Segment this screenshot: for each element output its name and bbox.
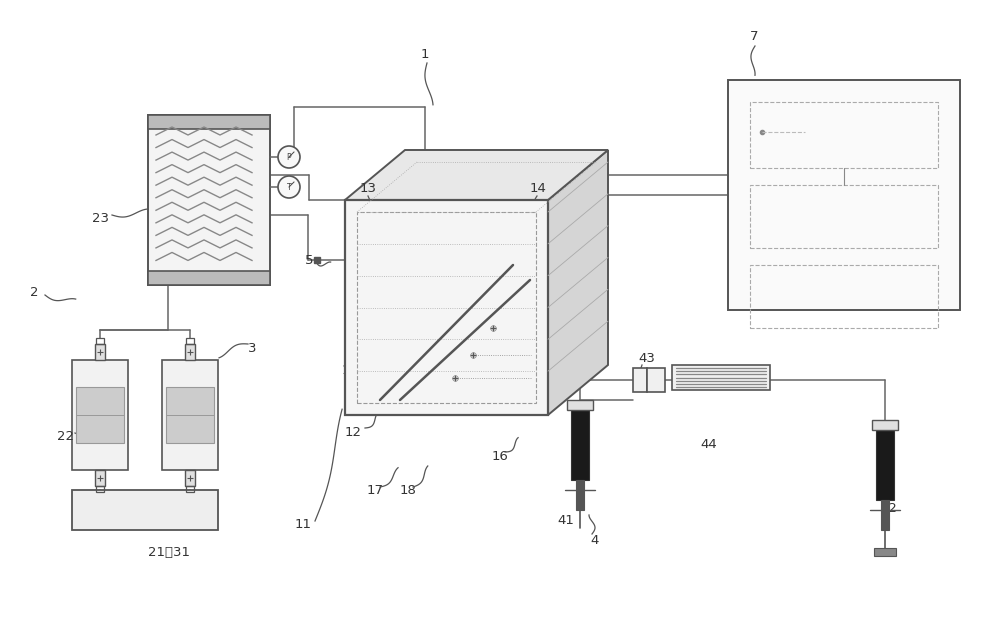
Bar — [876, 430, 894, 500]
Bar — [76, 387, 124, 443]
Text: T: T — [287, 183, 291, 191]
Text: 15: 15 — [342, 363, 359, 376]
Bar — [185, 344, 195, 360]
Text: 16: 16 — [492, 450, 509, 463]
Bar — [571, 410, 589, 480]
Bar — [750, 265, 938, 328]
Bar — [647, 368, 665, 392]
Bar — [96, 486, 104, 492]
Bar — [96, 338, 104, 344]
Bar — [148, 271, 270, 285]
Bar — [186, 486, 194, 492]
Text: 18: 18 — [400, 484, 417, 497]
Text: 7: 7 — [750, 30, 759, 43]
Bar — [345, 200, 548, 415]
Bar — [148, 115, 270, 129]
Text: 14: 14 — [530, 181, 547, 194]
Text: 13: 13 — [360, 181, 377, 194]
Text: 43: 43 — [638, 352, 655, 365]
Bar — [672, 365, 770, 390]
Bar — [95, 470, 105, 486]
Bar — [72, 490, 218, 530]
Bar — [576, 480, 584, 510]
Text: 44: 44 — [700, 437, 717, 450]
Text: 17: 17 — [367, 484, 384, 497]
Text: 41: 41 — [557, 513, 574, 526]
Polygon shape — [345, 150, 608, 200]
Bar — [148, 115, 270, 285]
Text: 21、31: 21、31 — [148, 545, 190, 558]
Text: 5: 5 — [305, 254, 314, 267]
Circle shape — [278, 146, 300, 168]
Bar — [874, 548, 896, 556]
Text: 11: 11 — [295, 518, 312, 531]
Bar — [186, 338, 194, 344]
Text: 3: 3 — [248, 341, 256, 355]
Bar — [162, 360, 218, 470]
Bar — [166, 387, 214, 443]
Text: 23: 23 — [92, 212, 109, 225]
Polygon shape — [548, 150, 608, 415]
Bar — [95, 344, 105, 360]
Text: 42: 42 — [880, 502, 897, 515]
Bar — [872, 420, 898, 430]
Bar — [633, 368, 647, 392]
Bar — [728, 80, 960, 310]
Text: 4: 4 — [590, 534, 598, 547]
Bar — [567, 400, 593, 410]
Bar — [750, 102, 938, 168]
Bar — [185, 470, 195, 486]
Circle shape — [278, 176, 300, 198]
Bar — [881, 500, 889, 530]
Text: 22: 22 — [57, 431, 74, 444]
Text: 2: 2 — [30, 286, 38, 299]
Text: P: P — [287, 152, 291, 162]
Bar — [750, 185, 938, 248]
Text: 12: 12 — [345, 426, 362, 439]
Bar — [72, 360, 128, 470]
Bar — [357, 212, 536, 403]
Text: 1: 1 — [421, 49, 430, 62]
Text: 32: 32 — [198, 431, 215, 444]
